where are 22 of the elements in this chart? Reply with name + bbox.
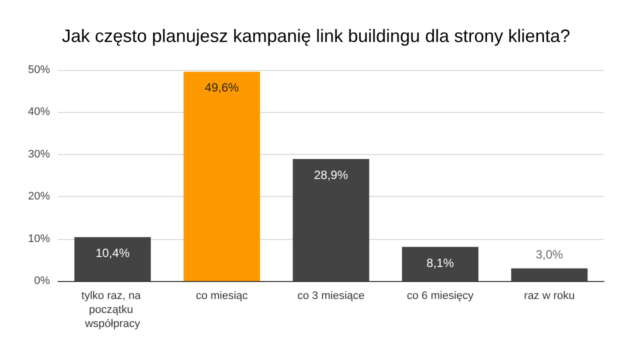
y-tick-label: 0%	[34, 275, 50, 287]
y-tick-label: 40%	[28, 106, 50, 118]
x-tick-label: co miesiąc	[196, 290, 248, 302]
bar	[184, 72, 260, 281]
y-tick-label: 30%	[28, 148, 50, 160]
x-tick-label: co 3 miesiące	[297, 290, 365, 302]
bar	[511, 268, 588, 281]
chart-title: Jak często planujesz kampanię link buildingu dla strony klienta?	[62, 26, 570, 46]
data-label: 10,4%	[96, 246, 130, 260]
bar	[74, 237, 151, 281]
y-tick-label: 10%	[28, 232, 50, 245]
y-tick-label: 50%	[28, 64, 50, 76]
data-label: 3,0%	[536, 247, 564, 262]
bar	[292, 159, 370, 281]
x-tick-label: co 6 miesięcy	[406, 290, 474, 302]
x-tick-label: tylko raz, na początku współpracy	[81, 290, 144, 330]
data-label: 49,6%	[204, 80, 240, 95]
data-label: 8,1%	[426, 256, 454, 270]
x-tick-label: raz w roku	[524, 290, 575, 302]
bar	[402, 246, 478, 281]
y-tick-label: 20%	[28, 190, 50, 203]
data-label: 28,9%	[314, 168, 348, 182]
